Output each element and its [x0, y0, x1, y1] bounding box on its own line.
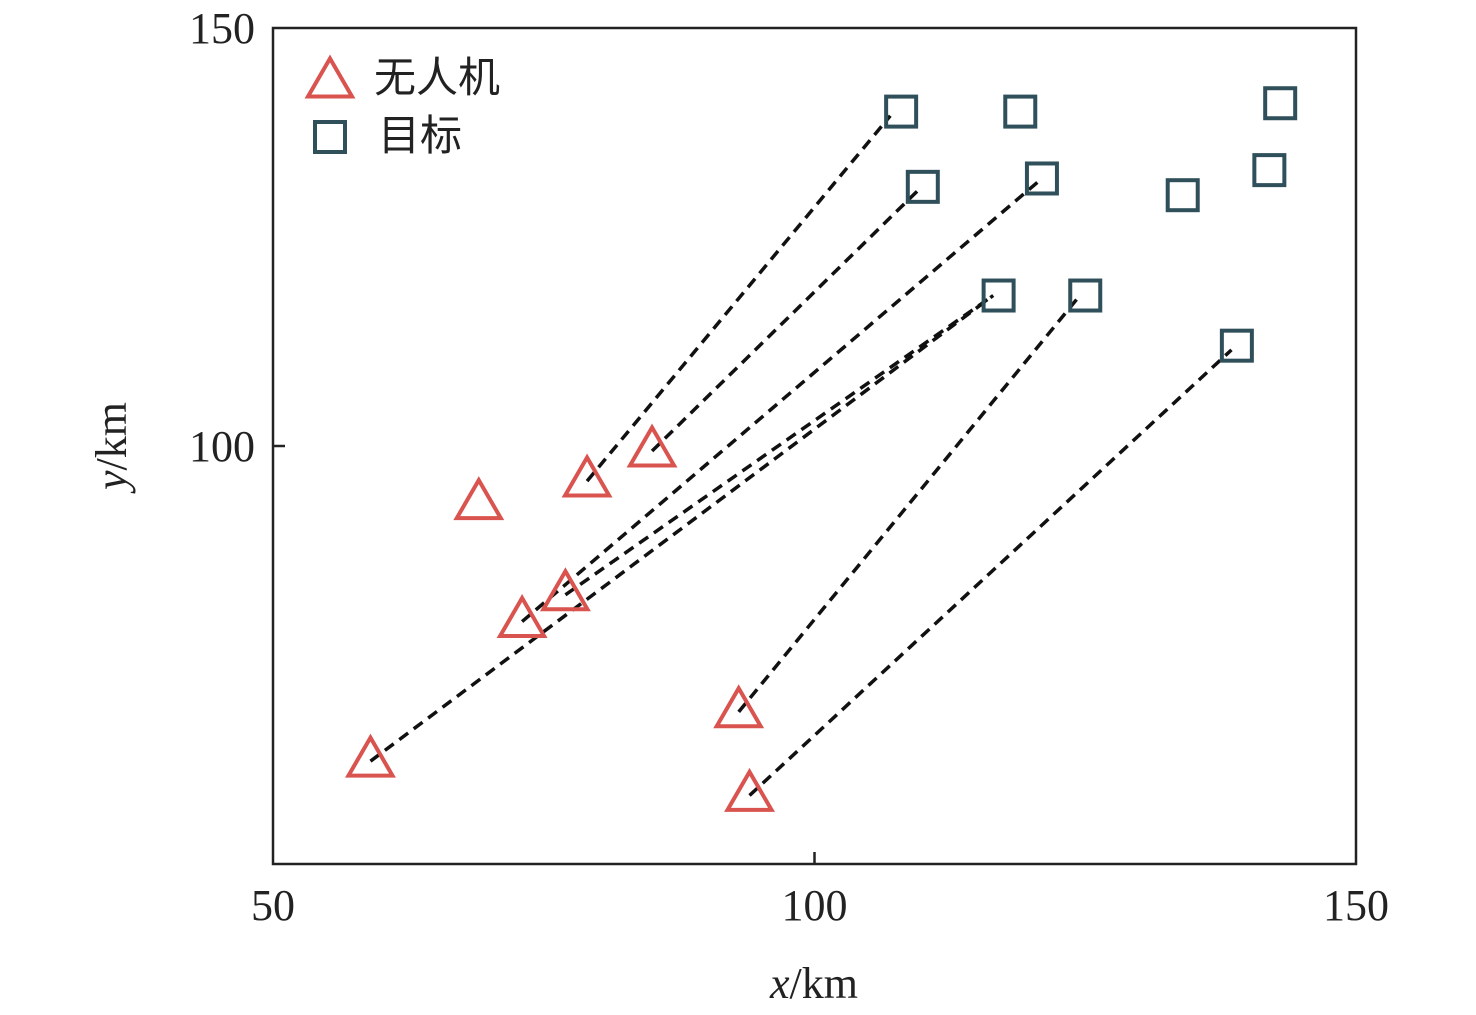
legend-label-target: 目标 [378, 111, 462, 160]
target-marker [1263, 86, 1298, 121]
assignment-lines [369, 114, 1233, 797]
uav-marker [724, 767, 775, 812]
x-tick-label: 150 [1323, 881, 1389, 930]
assignment-line [564, 294, 995, 597]
assignment-line [369, 294, 995, 763]
target-marker [905, 169, 940, 204]
target-marker [1024, 161, 1059, 196]
y-tick-label: 100 [189, 422, 255, 471]
target-marker [884, 94, 919, 129]
uav-marker [561, 453, 613, 498]
x-tick-label: 50 [251, 881, 295, 930]
uav-marker [713, 684, 765, 729]
legend-square-icon [313, 120, 347, 154]
uav-marker [345, 733, 396, 778]
target-marker [1219, 328, 1254, 363]
legend-triangle-marker [304, 54, 356, 99]
assignment-line [650, 189, 919, 453]
target-marker [1068, 278, 1103, 313]
assignment-line [748, 348, 1233, 797]
target-marker [981, 278, 1016, 313]
assignment-line [520, 177, 1044, 623]
legend: 无人机 目标 [304, 53, 500, 160]
axis-ticks: 50 100 150 100 150 [189, 4, 1389, 930]
y-tick-label: 150 [189, 4, 255, 53]
uav-marker [539, 567, 591, 612]
legend-label-uav: 无人机 [374, 53, 500, 102]
uav-marker [496, 594, 548, 638]
target-marker [1252, 153, 1287, 188]
target-marker [1165, 178, 1200, 213]
legend-triangle-icon [304, 54, 356, 99]
x-tick-label: 100 [782, 881, 848, 930]
data-markers [345, 86, 1298, 812]
uav-marker [626, 423, 678, 468]
uav-marker [453, 476, 505, 521]
x-axis-label: x/km [769, 959, 858, 1008]
assignment-line [585, 114, 892, 483]
legend-square-marker [313, 120, 347, 154]
y-axis-label: y/km [87, 402, 136, 494]
target-marker [1003, 94, 1038, 129]
